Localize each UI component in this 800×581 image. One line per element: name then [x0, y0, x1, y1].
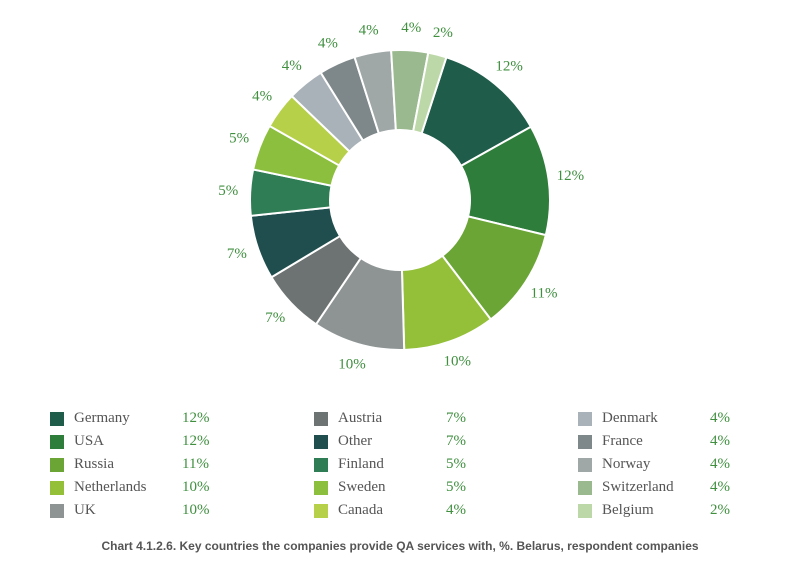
- slice-percent-label: 7%: [227, 246, 247, 262]
- legend-swatch: [578, 435, 592, 449]
- legend: Germany 12% USA 12% Russia 11% Netherlands 10% U…: [0, 410, 800, 519]
- legend-label: Netherlands: [74, 479, 174, 496]
- legend-swatch: [314, 458, 328, 472]
- legend-swatch: [578, 481, 592, 495]
- legend-swatch: [578, 412, 592, 426]
- legend-column: Austria 7% Other 7% Finland 5% Sweden 5% Canada 4…: [314, 410, 486, 519]
- legend-swatch: [314, 435, 328, 449]
- legend-swatch: [50, 458, 64, 472]
- legend-percent: 4%: [710, 410, 750, 427]
- legend-percent: 12%: [182, 410, 222, 427]
- legend-percent: 4%: [710, 433, 750, 450]
- legend-label: Finland: [338, 456, 438, 473]
- slice-percent-label: 4%: [359, 22, 379, 38]
- legend-label: Belgium: [602, 502, 702, 519]
- legend-swatch: [50, 504, 64, 518]
- slice-percent-label: 4%: [318, 35, 338, 51]
- slice-percent-label: 12%: [557, 168, 585, 184]
- legend-label: Other: [338, 433, 438, 450]
- legend-swatch: [314, 481, 328, 495]
- legend-percent: 10%: [182, 502, 222, 519]
- slice-percent-label: 11%: [531, 285, 558, 301]
- legend-label: Germany: [74, 410, 174, 427]
- legend-label: Russia: [74, 456, 174, 473]
- legend-swatch: [50, 412, 64, 426]
- legend-label: USA: [74, 433, 174, 450]
- legend-percent: 7%: [446, 410, 486, 427]
- slice-percent-label: 12%: [495, 59, 523, 75]
- legend-percent: 4%: [710, 456, 750, 473]
- legend-swatch: [578, 458, 592, 472]
- slice-percent-label: 2%: [433, 25, 453, 41]
- legend-label: Switzerland: [602, 479, 702, 496]
- slice-percent-label: 4%: [282, 58, 302, 74]
- chart-caption: Chart 4.1.2.6. Key countries the compani…: [0, 539, 800, 553]
- slice-percent-label: 5%: [218, 183, 238, 199]
- legend-swatch: [50, 435, 64, 449]
- legend-label: Sweden: [338, 479, 438, 496]
- legend-percent: 5%: [446, 479, 486, 496]
- legend-label: Denmark: [602, 410, 702, 427]
- legend-percent: 2%: [710, 502, 750, 519]
- slice-percent-label: 4%: [401, 20, 421, 36]
- slice-percent-label: 10%: [338, 357, 366, 373]
- legend-label: France: [602, 433, 702, 450]
- legend-label: UK: [74, 502, 174, 519]
- donut-chart-container: 12% 12% 11% 10% 10% 7% 7% 5% 5% 4% 4% 4% 4% 4% 2%: [0, 0, 800, 400]
- legend-column: Germany 12% USA 12% Russia 11% Netherlands 10% U…: [50, 410, 222, 519]
- slice-percent-label: 7%: [265, 310, 285, 326]
- slice-percent-label: 5%: [229, 131, 249, 147]
- legend-percent: 12%: [182, 433, 222, 450]
- donut-chart: 12% 12% 11% 10% 10% 7% 7% 5% 5% 4% 4% 4% 4% 4% 2%: [200, 0, 600, 400]
- legend-column: Denmark 4% France 4% Norway 4% Switzerland 4% Be…: [578, 410, 750, 519]
- legend-percent: 7%: [446, 433, 486, 450]
- legend-percent: 10%: [182, 479, 222, 496]
- legend-percent: 5%: [446, 456, 486, 473]
- legend-swatch: [314, 504, 328, 518]
- legend-swatch: [50, 481, 64, 495]
- legend-percent: 11%: [182, 456, 222, 473]
- legend-swatch: [578, 504, 592, 518]
- legend-percent: 4%: [710, 479, 750, 496]
- legend-swatch: [314, 412, 328, 426]
- legend-label: Canada: [338, 502, 438, 519]
- slice-percent-label: 4%: [252, 89, 272, 105]
- legend-percent: 4%: [446, 502, 486, 519]
- legend-label: Norway: [602, 456, 702, 473]
- slice-percent-label: 10%: [443, 354, 471, 370]
- legend-label: Austria: [338, 410, 438, 427]
